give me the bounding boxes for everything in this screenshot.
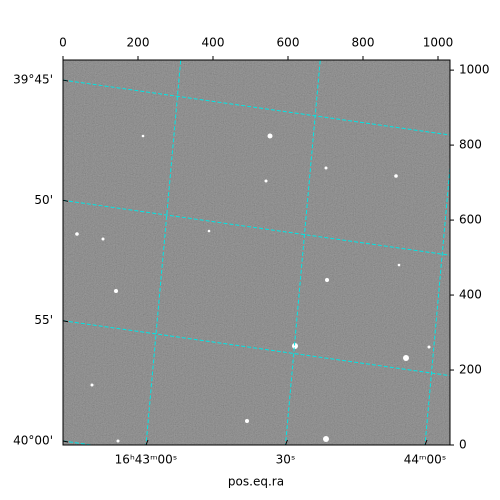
- ra-tick: [285, 439, 288, 446]
- ra-tick: [424, 439, 428, 446]
- dec-grid-line: [63, 199, 450, 256]
- dec-tick-label: 55': [34, 313, 53, 327]
- y-tick-label: 400: [459, 288, 482, 302]
- y-tick-label: 1000: [459, 63, 490, 77]
- dec-tick: [62, 199, 69, 202]
- x-tick-label: 200: [127, 36, 150, 50]
- dec-tick: [62, 320, 69, 323]
- ra-grid-line: [145, 60, 182, 445]
- y-tick-label: 600: [459, 213, 482, 227]
- y-tick-label: 800: [459, 138, 482, 152]
- x-tick-label: 0: [59, 36, 67, 50]
- ra-tick-label: 16ʰ43ᵐ00ˢ: [115, 453, 178, 467]
- dec-tick-label: 40°00': [13, 433, 53, 447]
- dec-grid-line: [63, 79, 450, 136]
- dec-tick-label: 39°45': [13, 73, 53, 87]
- x-tick-label: 400: [202, 36, 225, 50]
- dec-tick: [62, 440, 69, 443]
- x-tick-label: 800: [352, 36, 375, 50]
- x-tick-label: 1000: [423, 36, 454, 50]
- y-tick-label: 0: [459, 438, 467, 452]
- y-tick-label: 200: [459, 363, 482, 377]
- image-noise: [63, 60, 450, 445]
- ra-tick-label: 30ˢ: [276, 453, 296, 467]
- x-tick-label: 600: [277, 36, 300, 50]
- ra-tick: [145, 439, 149, 446]
- dec-tick-label: 50': [34, 193, 53, 207]
- dec-tick: [62, 79, 69, 82]
- frame: [62, 59, 451, 446]
- grid: [63, 60, 450, 445]
- ra-tick-label: 44ᵐ00ˢ: [404, 453, 447, 467]
- ra-grid-line: [424, 162, 450, 445]
- ra-grid-line: [284, 60, 321, 445]
- stars: [75, 133, 431, 443]
- x-axis-label: pos.eq.ra: [228, 475, 284, 489]
- dec-grid-line: [63, 320, 450, 377]
